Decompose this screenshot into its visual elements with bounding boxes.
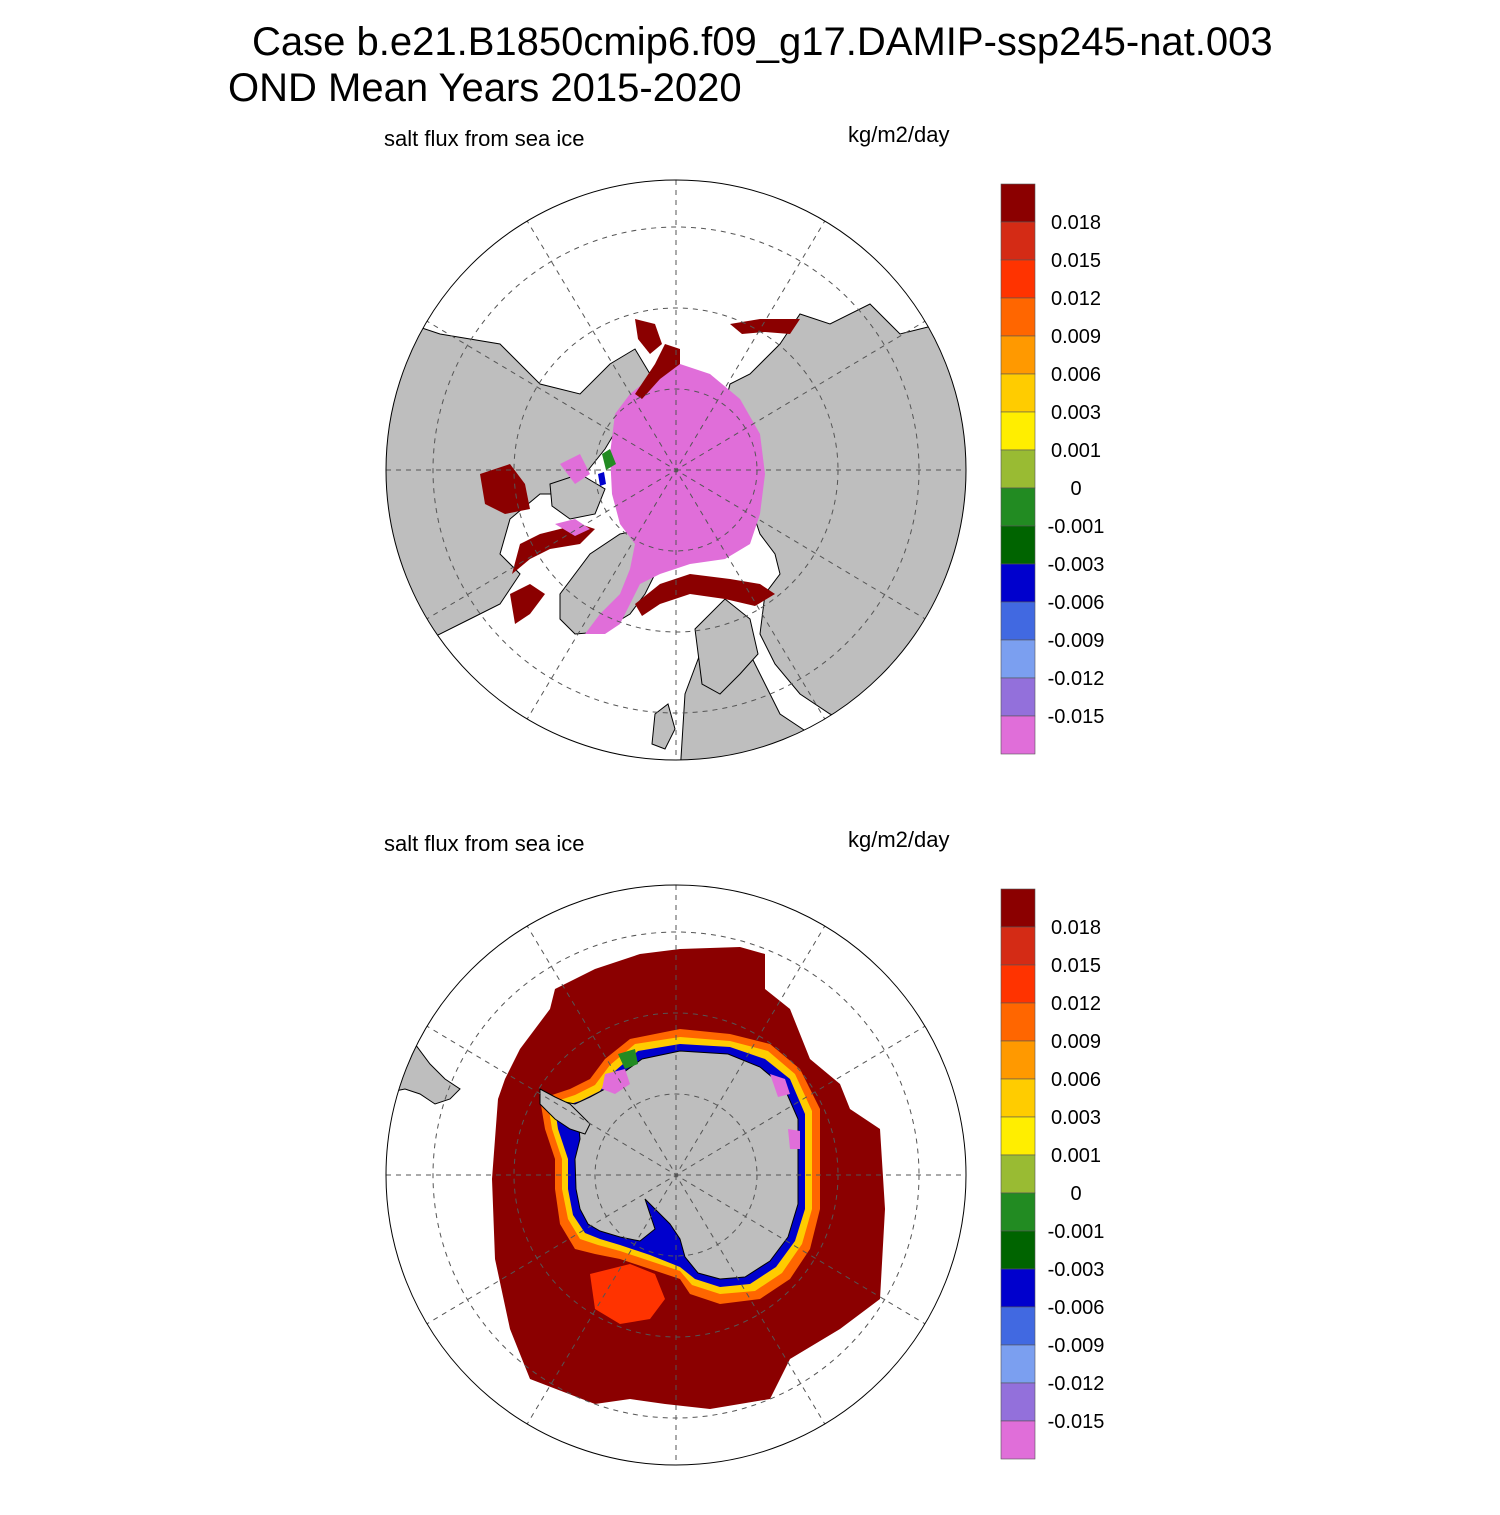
- antarctic-units-label: kg/m2/day: [848, 827, 950, 852]
- colorbar-swatch: [1000, 563, 1036, 603]
- colorbar-tick-label: -0.001: [1048, 1221, 1105, 1243]
- canadian-archipelago-negative-patch: [560, 454, 590, 484]
- east-siberian-ice-edge: [635, 319, 662, 354]
- hudson-bay-ice: [480, 464, 530, 514]
- colorbar-tick-label: 0.018: [1051, 917, 1101, 939]
- colorbar-swatch: [1000, 1268, 1036, 1308]
- colorbar-tick-label: 0.009: [1051, 326, 1101, 348]
- colorbar-swatch: [1000, 601, 1036, 641]
- colorbar-swatch: [1000, 335, 1036, 375]
- colorbar-swatch: [1000, 221, 1036, 261]
- colorbar-swatch: [1000, 926, 1036, 966]
- colorbar-tick-label: 0.003: [1051, 1107, 1101, 1129]
- colorbar-tick-label: 0: [1070, 478, 1081, 500]
- arctic-colorbar: 0.018 0.015 0.012 0.009 0.006 0.003 0.001 0 -0.0…: [1000, 183, 1105, 755]
- colorbar-swatch: [1000, 639, 1036, 679]
- colorbar-tick-label: -0.003: [1048, 554, 1105, 576]
- arctic-units-label: kg/m2/day: [848, 122, 950, 147]
- baffin-negative-patch: [555, 519, 590, 536]
- peninsula-green-patch: [618, 1049, 638, 1069]
- colorbar-swatch: [1000, 677, 1036, 717]
- colorbar-tick-label: 0.001: [1051, 1145, 1101, 1167]
- colorbar-swatch: [1000, 525, 1036, 565]
- antarctic-map-border: [385, 884, 967, 1466]
- colorbar-swatch: [1000, 715, 1036, 755]
- colorbar-tick-label: 0.006: [1051, 364, 1101, 386]
- uk-land: [651, 703, 676, 750]
- colorbar-swatch: [1000, 964, 1036, 1004]
- arctic-pack-ice-negative-flux: [585, 364, 765, 634]
- colorbar-swatch: [1000, 888, 1036, 928]
- colorbar-tick-label: 0.001: [1051, 440, 1101, 462]
- colorbar-tick-label: -0.006: [1048, 592, 1105, 614]
- colorbar-swatch: [1000, 411, 1036, 451]
- colorbar-swatch: [1000, 1002, 1036, 1042]
- archipelago-green-patch: [602, 449, 616, 470]
- colorbar-tick-label: 0.012: [1051, 288, 1101, 310]
- colorbar-swatch: [1000, 1116, 1036, 1156]
- east-antarctica-negative-patch: [788, 1129, 800, 1149]
- laptev-sea-ice-edge: [635, 344, 680, 399]
- colorbar-swatch: [1000, 1154, 1036, 1194]
- arctic-polar-map: [385, 179, 967, 761]
- arctic-variable-label: salt flux from sea ice: [384, 126, 585, 151]
- weddell-negative-patch: [602, 1069, 630, 1094]
- colorbar-swatch: [1000, 1382, 1036, 1422]
- weddell-sea-orange-patch: [590, 1264, 665, 1324]
- colorbar-swatch: [1000, 183, 1036, 223]
- antarctic-panel: salt flux from sea ice kg/m2/day: [0, 815, 1500, 1515]
- arctic-graticule: [386, 180, 966, 760]
- colorbar-tick-label: 0: [1070, 1183, 1081, 1205]
- colorbar-swatch: [1000, 1306, 1036, 1346]
- arctic-panel: salt flux from sea ice kg/m2/day: [0, 110, 1500, 810]
- colorbar-tick-label: -0.009: [1048, 630, 1105, 652]
- antarctic-peninsula-land: [539, 1088, 591, 1135]
- colorbar-tick-label: 0.003: [1051, 402, 1101, 424]
- colorbar-swatch: [1000, 297, 1036, 337]
- ross-negative-patch: [770, 1074, 790, 1097]
- archipelago-blue-patch: [598, 472, 606, 486]
- colorbar-swatch: [1000, 259, 1036, 299]
- antarctic-polar-map: [385, 884, 967, 1466]
- colorbar-swatch: [1000, 1040, 1036, 1080]
- colorbar-swatch: [1000, 487, 1036, 527]
- labrador-ice-edge: [510, 584, 545, 624]
- colorbar-swatch: [1000, 1344, 1036, 1384]
- colorbar-tick-label: -0.015: [1048, 1411, 1105, 1433]
- colorbar-tick-label: 0.012: [1051, 993, 1101, 1015]
- colorbar-swatch: [1000, 449, 1036, 489]
- colorbar-swatch: [1000, 373, 1036, 413]
- colorbar-swatch: [1000, 1420, 1036, 1460]
- arctic-map-border: [385, 179, 967, 761]
- antarctic-colorbar: 0.018 0.015 0.012 0.009 0.006 0.003 0.001 0 -0.0…: [1000, 888, 1105, 1460]
- colorbar-tick-label: -0.012: [1048, 1373, 1105, 1395]
- colorbar-tick-label: -0.012: [1048, 668, 1105, 690]
- colorbar-tick-label: 0.009: [1051, 1031, 1101, 1053]
- colorbar-swatch: [1000, 1230, 1036, 1270]
- figure-title-line1: Case b.e21.B1850cmip6.f09_g17.DAMIP-ssp2…: [252, 20, 1273, 64]
- colorbar-tick-label: -0.015: [1048, 706, 1105, 728]
- colorbar-tick-label: -0.001: [1048, 516, 1105, 538]
- chukchi-ice-edge: [730, 319, 800, 334]
- colorbar-swatch: [1000, 1192, 1036, 1232]
- baffin-bay-ice-edge: [512, 524, 595, 574]
- colorbar-tick-label: -0.003: [1048, 1259, 1105, 1281]
- colorbar-tick-label: 0.015: [1051, 955, 1101, 977]
- antarctic-variable-label: salt flux from sea ice: [384, 831, 585, 856]
- colorbar-swatch: [1000, 1078, 1036, 1118]
- barents-sea-ice-edge: [635, 574, 775, 616]
- scandinavia-land: [694, 598, 759, 695]
- figure-title-line2: OND Mean Years 2015-2020: [228, 66, 742, 110]
- colorbar-tick-label: 0.018: [1051, 212, 1101, 234]
- colorbar-tick-label: 0.015: [1051, 250, 1101, 272]
- colorbar-tick-label: 0.006: [1051, 1069, 1101, 1091]
- antarctic-graticule: [386, 885, 966, 1465]
- colorbar-tick-label: -0.006: [1048, 1297, 1105, 1319]
- colorbar-tick-label: -0.009: [1048, 1335, 1105, 1357]
